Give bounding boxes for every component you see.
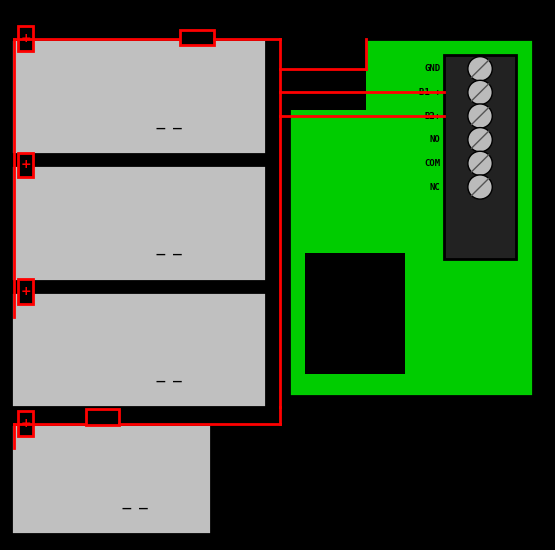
Bar [18,153,33,177]
Text: NO: NO [430,135,441,144]
Bar [305,253,405,374]
Bar [444,55,516,258]
Bar [11,165,266,280]
Text: —  —: — — [122,504,148,514]
Bar [18,279,33,304]
Text: —  —: — — [157,124,183,134]
Bar [289,39,366,110]
Bar [11,39,266,154]
Bar [11,292,266,407]
Text: —  —: — — [157,377,183,387]
Text: GND: GND [425,64,441,73]
Text: NC: NC [430,183,441,191]
Bar [11,424,211,534]
Text: COM: COM [425,159,441,168]
Text: B2+: B2+ [425,112,441,120]
Text: B1 +: B1 + [419,88,441,97]
Bar [18,26,33,51]
Circle shape [468,104,492,128]
Bar [86,409,119,425]
Circle shape [468,175,492,199]
Text: —  —: — — [157,250,183,260]
Circle shape [468,128,492,152]
Circle shape [468,151,492,175]
Circle shape [468,80,492,104]
Text: +: + [20,158,31,172]
Text: +: + [20,285,31,298]
Bar [289,39,533,396]
Text: +: + [20,32,31,45]
Bar [180,30,214,45]
Text: +: + [20,417,31,430]
Bar [18,411,33,436]
Circle shape [468,57,492,81]
